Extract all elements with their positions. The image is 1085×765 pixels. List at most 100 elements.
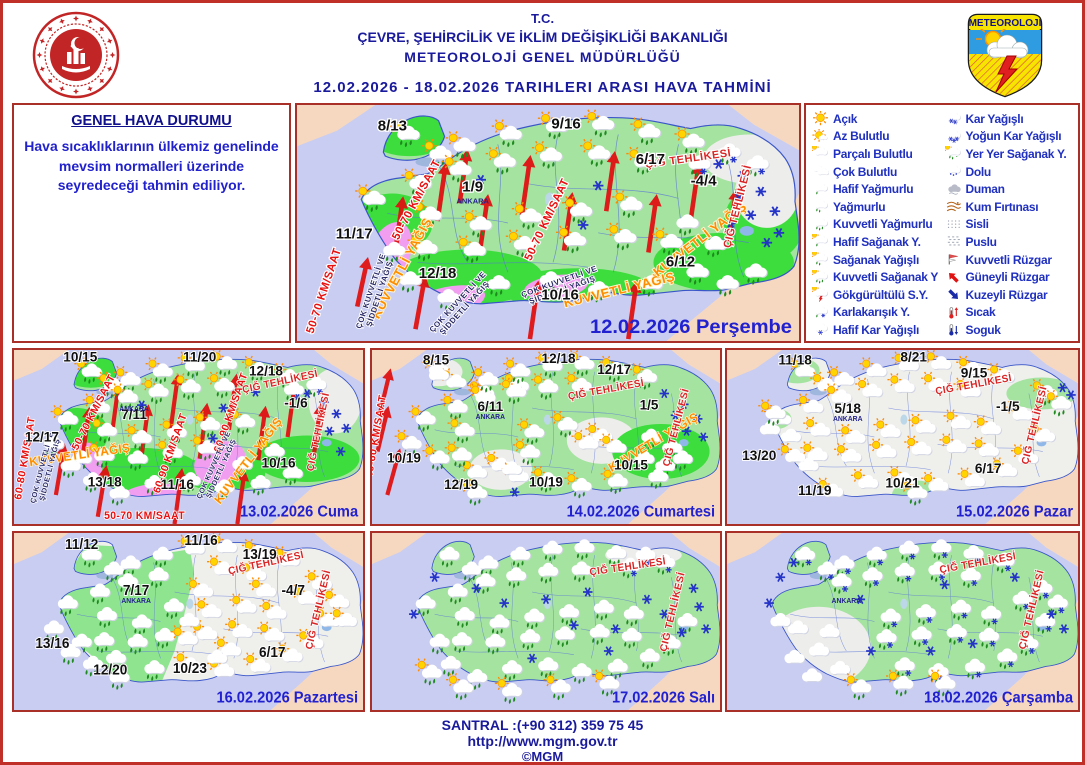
- weather-sr-icon: [394, 429, 423, 457]
- footer-copyright: ©MGM: [521, 749, 564, 765]
- badge-text: METEOROLOJİ: [969, 16, 1042, 29]
- weather-sr-icon: [257, 436, 286, 464]
- weather-rs-icon: [283, 381, 305, 403]
- weather-sn-icon: [694, 601, 704, 612]
- weather-rs-icon: [928, 561, 950, 583]
- weather-r-icon: [43, 435, 65, 457]
- weather-sc-icon: [824, 383, 853, 404]
- weather-rs-icon: [834, 555, 856, 577]
- legend-item-strong-wind: Kuvvetli Rüzgar: [945, 251, 1076, 269]
- weather-rs-icon: [950, 599, 972, 621]
- weather-sc-icon: [923, 350, 953, 371]
- weather-sc-icon: [304, 569, 333, 591]
- weather-sr-icon: [555, 225, 587, 254]
- weather-rs-icon: [997, 648, 1019, 670]
- weather-sc-icon: [190, 619, 219, 641]
- temperature-label: 11/18: [778, 351, 812, 367]
- weather-r-icon: [127, 633, 149, 655]
- weather-r-icon: [439, 546, 461, 568]
- weather-r-icon: [571, 561, 593, 583]
- weather-rs-icon: [862, 567, 884, 589]
- weather-sc-icon: [257, 621, 286, 642]
- weather-sr-icon: [209, 350, 238, 377]
- patchy-shower-icon: [944, 146, 961, 161]
- weather-r-icon: [478, 555, 500, 577]
- weather-c-icon: [770, 612, 792, 628]
- southerly-wind-arrow: [95, 465, 111, 518]
- weather-r-icon: [127, 450, 149, 471]
- warning-label: 50-70 KM/SAAT: [104, 510, 185, 522]
- weather-sr-icon: [600, 467, 629, 495]
- weather-sc-icon: [248, 577, 277, 598]
- city-label: ANKARA: [121, 598, 150, 605]
- legend-item-label: Kuvvetli Rüzgar: [965, 252, 1052, 267]
- weather-sr-icon: [503, 357, 532, 384]
- weather-r-icon: [554, 626, 576, 648]
- weather-sr-icon: [110, 383, 139, 410]
- weather-sr-icon: [535, 351, 564, 379]
- weather-r-icon: [467, 668, 489, 690]
- weather-r-icon: [152, 546, 174, 568]
- weather-r-icon: [485, 633, 507, 655]
- weather-sn-icon: [1066, 390, 1076, 400]
- weather-r-icon: [109, 485, 131, 506]
- forecast-map-tuesday: ÇIĞ TEHLİKESİ ÇIĞ TEHLİKESİ 17.02.2026 Sal…: [370, 531, 722, 712]
- weather-r-icon: [144, 474, 166, 496]
- weather-sc-icon: [815, 477, 845, 498]
- city-label: ANKARA: [476, 414, 505, 421]
- weather-sr-icon: [599, 355, 628, 383]
- weather-sr-icon: [145, 357, 174, 384]
- weather-rs-icon: [620, 557, 642, 579]
- weather-r-icon: [103, 561, 125, 583]
- weather-sr-icon: [562, 195, 594, 224]
- legend-item-label: Hafif Sağanak Y.: [833, 234, 921, 249]
- forecast-map-saturday: 40-60 KM/SAAT KUVVETLİ YAĞIŞ ÇIĞ TEHLİKESİ…: [370, 348, 722, 526]
- weather-sc-icon: [887, 373, 916, 394]
- weather-rs-icon: [866, 546, 888, 568]
- weather-r-icon: [94, 632, 115, 654]
- weather-sc-icon: [834, 442, 863, 463]
- weather-c-icon: [502, 461, 523, 476]
- legend-item-label: Kuvvetli Sağanak Y: [833, 270, 939, 285]
- legend-item-label: Kum Fırtınası: [965, 199, 1039, 214]
- weather-sc-icon: [803, 416, 832, 437]
- weather-sr-icon: [674, 127, 706, 156]
- weather-c-icon: [179, 612, 201, 628]
- weather-sn-icon: [725, 218, 736, 228]
- weather-sc-icon: [209, 533, 238, 554]
- weather-sr-icon: [445, 131, 477, 159]
- city-label: ANKARA: [832, 598, 862, 605]
- weather-rs-icon: [876, 629, 898, 651]
- weather-r-icon: [655, 457, 676, 479]
- weather-sc-icon: [313, 606, 342, 628]
- weather-r-icon: [639, 648, 661, 670]
- weather-sr-icon: [886, 669, 915, 697]
- weather-sc-icon: [259, 599, 288, 620]
- weather-sr-icon: [411, 199, 443, 228]
- weather-r-icon: [60, 643, 82, 665]
- weather-sc-icon: [850, 468, 880, 489]
- weather-sn-icon: [208, 433, 218, 444]
- weather-rs-icon: [794, 546, 816, 568]
- header-titles: T.C. ÇEVRE, ŞEHİRCİLİK VE İKLİM DEĞİŞİKL…: [143, 11, 942, 96]
- weather-sr-icon: [550, 410, 579, 438]
- header-ministry: ÇEVRE, ŞEHİRCİLİK VE İKLİM DEĞİŞİKLİĞİ B…: [357, 29, 728, 45]
- weather-sc-icon: [194, 597, 223, 619]
- legend-item-label: Yer Yer Sağanak Y.: [965, 146, 1067, 161]
- weather-sc-icon: [989, 457, 1019, 478]
- weather-sc-icon: [971, 436, 1000, 458]
- cloud-light-snow-icon: [814, 323, 828, 336]
- weather-sr-icon: [190, 434, 219, 461]
- weather-sc-icon: [239, 560, 268, 582]
- weather-sr-icon: [177, 351, 206, 379]
- weather-sr-icon: [531, 465, 559, 493]
- temperature-label: 12/20: [93, 661, 127, 677]
- weather-sr-icon: [461, 209, 493, 238]
- southerly-wind-arrow: [80, 406, 94, 460]
- weather-sr-icon: [928, 669, 957, 697]
- weather-sn-icon: [773, 227, 785, 238]
- weather-sc-icon: [1027, 422, 1057, 443]
- weather-sr-icon: [440, 393, 469, 421]
- weather-r-icon: [559, 604, 580, 625]
